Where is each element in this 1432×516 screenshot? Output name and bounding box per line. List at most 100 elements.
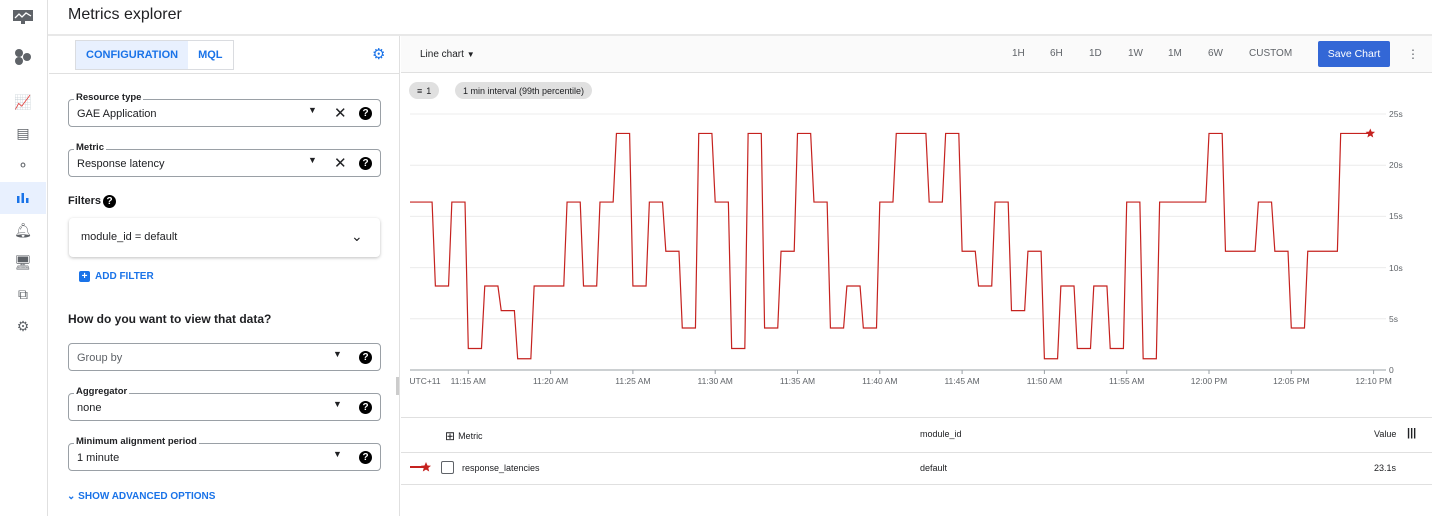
help-icon[interactable]: ? [359, 107, 372, 120]
save-chart-button[interactable]: Save Chart [1318, 41, 1390, 67]
y-tick-label: 10s [1389, 262, 1403, 273]
aggregator-label: Aggregator [74, 386, 130, 397]
filter-count-chip[interactable]: ≡ 1 [409, 82, 440, 99]
series-legend-icon [410, 460, 432, 478]
chart-type-label: Line chart [420, 49, 464, 60]
metric-label: Metric [74, 142, 106, 153]
help-icon[interactable]: ? [359, 157, 372, 170]
value-column-header[interactable]: Value [1374, 429, 1397, 439]
plus-icon: + [79, 271, 90, 282]
filter-icon: ≡ [417, 85, 423, 96]
metric-select[interactable]: Metric Response latency ▼ ✕ ? [68, 142, 381, 177]
row-checkbox[interactable] [441, 461, 454, 474]
chart-toolbar: Line chart ▼ 1H 6H 1D 1W 1M 6W CUSTOM Sa… [401, 36, 1432, 73]
divider [401, 452, 1432, 453]
x-tick-label: 12:10 PM [1355, 376, 1392, 386]
show-advanced-button[interactable]: ⌄ SHOW ADVANCED OPTIONS [67, 491, 215, 502]
x-tick-label: 11:40 AM [862, 376, 898, 386]
x-tick-label: 11:30 AM [697, 376, 733, 386]
overview-icon[interactable]: 📈 [14, 93, 32, 110]
interval-chip[interactable]: 1 min interval (99th percentile) [455, 82, 593, 99]
aggregator-select[interactable]: Aggregator none ▼ ? [68, 386, 381, 421]
dropdown-arrow-icon[interactable]: ▼ [333, 449, 342, 459]
divider [401, 484, 1432, 485]
chevron-down-icon: ⌄ [67, 491, 79, 502]
clear-icon[interactable]: ✕ [334, 105, 347, 122]
groups-icon[interactable]: ⧉ [18, 285, 28, 302]
metric-column-header[interactable]: ⊞ Metric [445, 429, 483, 443]
dropdown-arrow-icon[interactable]: ▼ [308, 105, 317, 115]
chart-type-select[interactable]: Line chart ▼ [420, 49, 475, 60]
divider [49, 73, 400, 74]
tab-mql[interactable]: MQL [198, 49, 223, 61]
aggregator-value: none [77, 402, 102, 414]
resource-type-select[interactable]: Resource type GAE Application ▼ ✕ ? [68, 92, 381, 127]
x-tick-label: 11:35 AM [779, 376, 816, 386]
chart-panel: Line chart ▼ 1H 6H 1D 1W 1M 6W CUSTOM Sa… [401, 36, 1432, 516]
x-tick-label: 11:15 AM [450, 376, 486, 386]
row-value: 23.1s [1374, 463, 1397, 473]
resource-type-value: GAE Application [77, 108, 157, 120]
tab-configuration[interactable]: CONFIGURATION [76, 41, 189, 69]
metric-header-label: Metric [458, 431, 483, 441]
group-by-placeholder: Group by [77, 352, 123, 364]
x-tick-label: 12:05 PM [1273, 376, 1310, 386]
help-icon[interactable]: ? [359, 451, 372, 464]
select-all-icon[interactable]: ⊞ [445, 429, 456, 443]
nav-rail: 📈 ▤ ⚬ 🔔︎ 🖥︎ ⧉ ⚙ [0, 0, 48, 516]
services-icon[interactable]: ⚬ [17, 156, 29, 173]
row-metric: response_latencies [462, 463, 540, 473]
range-1h[interactable]: 1H [1012, 48, 1025, 59]
x-tick-label: 11:20 AM [532, 376, 569, 386]
group-by-select[interactable]: Group by ▼ ? [68, 343, 381, 371]
y-tick-label: 0 [1389, 365, 1394, 375]
x-tick-label: 12:00 PM [1190, 376, 1228, 386]
range-1d[interactable]: 1D [1089, 48, 1102, 59]
show-advanced-label: SHOW ADVANCED OPTIONS [78, 491, 216, 502]
alignment-period-select[interactable]: Minimum alignment period 1 minute ▼ ? [68, 436, 381, 471]
top-bar [48, 0, 1432, 36]
columns-icon[interactable]: ||| [1407, 427, 1417, 439]
config-panel: CONFIGURATION MQL ⚙ Resource type GAE Ap… [49, 36, 400, 516]
resource-type-label: Resource type [74, 92, 144, 103]
y-tick-label: 5s [1389, 313, 1398, 324]
range-1w[interactable]: 1W [1128, 48, 1143, 59]
y-tick-label: 25s [1389, 109, 1403, 119]
range-1m[interactable]: 1M [1168, 48, 1182, 59]
x-tick-label: 11:25 AM [615, 376, 651, 386]
dashboards-icon[interactable]: ▤ [16, 124, 30, 141]
uptime-icon[interactable]: 🖥︎ [14, 253, 32, 270]
range-6h[interactable]: 6H [1050, 48, 1063, 59]
settings-icon[interactable]: ⚙ [16, 317, 30, 334]
timezone-label: UTC+11 [409, 376, 441, 386]
panel-resize-handle[interactable] [396, 377, 399, 395]
help-icon[interactable]: ? [103, 195, 116, 208]
alignment-label: Minimum alignment period [74, 436, 199, 447]
row-module-id: default [920, 463, 948, 473]
help-icon[interactable]: ? [359, 401, 372, 414]
alerting-icon[interactable]: 🔔︎ [14, 221, 32, 238]
add-filter-button[interactable]: + ADD FILTER [79, 271, 154, 282]
project-icon[interactable] [0, 42, 46, 72]
dropdown-arrow-icon[interactable]: ▼ [308, 155, 317, 165]
config-tabs: CONFIGURATION MQL [75, 40, 234, 70]
help-icon[interactable]: ? [359, 351, 372, 364]
range-custom[interactable]: CUSTOM [1249, 48, 1293, 59]
chevron-down-icon[interactable]: ⌄ [351, 228, 363, 244]
x-tick-label: 11:50 AM [1026, 376, 1063, 386]
divider [401, 417, 1432, 418]
more-options-icon[interactable]: ⋮ [1407, 47, 1419, 61]
filter-item[interactable]: module_id = default ⌄ [69, 218, 380, 257]
clear-icon[interactable]: ✕ [334, 155, 347, 172]
metrics-explorer-icon[interactable] [0, 182, 46, 214]
last-value-star-icon [1365, 128, 1376, 138]
add-filter-label: ADD FILTER [95, 271, 154, 282]
monitoring-logo-icon[interactable] [0, 2, 46, 32]
line-chart [410, 113, 1386, 374]
settings-gear-icon[interactable]: ⚙ [372, 46, 386, 63]
dropdown-arrow-icon[interactable]: ▼ [333, 349, 342, 359]
range-6w[interactable]: 6W [1208, 48, 1223, 59]
dropdown-arrow-icon[interactable]: ▼ [333, 399, 342, 409]
module-id-column-header[interactable]: module_id [920, 429, 962, 439]
y-tick-label: 20s [1389, 160, 1403, 171]
